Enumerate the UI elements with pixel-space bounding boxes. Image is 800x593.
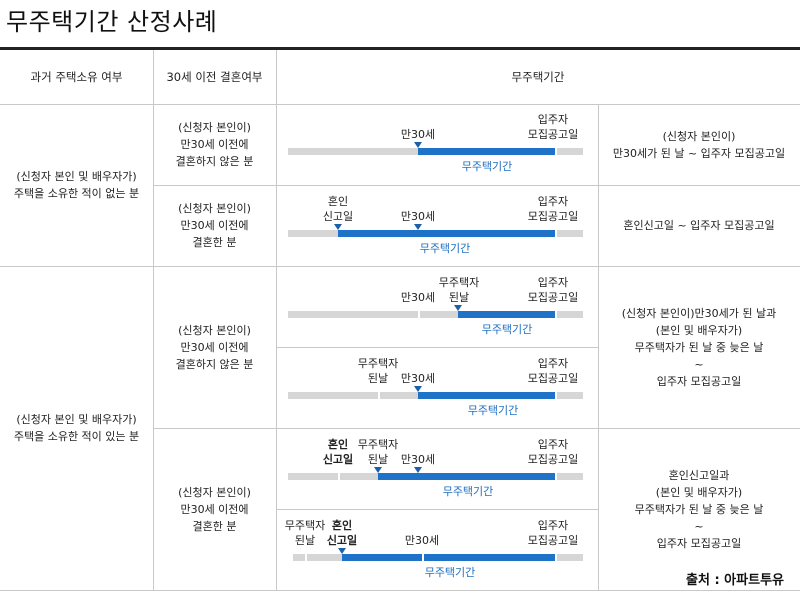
row-line-a-b [153,185,800,186]
timeline-tick [555,392,557,399]
period-bar [418,148,555,155]
source-credit: 출처 : 아파트투유 [686,573,784,588]
header-ownership: 과거 주택소유 여부 [30,69,123,84]
announce-label: 입주자 모집공고일 [527,195,579,223]
age30-marker [414,224,422,230]
period-bar [338,230,555,237]
col-line-2 [276,50,277,590]
age30-tick [422,554,424,561]
homeless-label: 무주택자 된날 [357,357,399,385]
case-c-marriage: (신청자 본인이) 만30세 이전에 결혼하지 않은 분 [175,323,254,371]
age30-label: 만30세 [400,372,436,385]
marriage-marker [334,224,342,230]
age30-label: 만30세 [400,453,436,466]
case-b-result: 혼인신고일 ~ 입주자 모집공고일 [623,219,775,232]
marriage-marker [338,548,346,554]
age30-label: 만30세 [400,291,436,304]
homeless-label: 무주택자 된날 [438,276,480,304]
age30-label: 만30세 [400,128,436,141]
announce-label: 입주자 모집공고일 [527,357,579,385]
period-label: 무주택기간 [481,323,533,336]
header-period: 무주택기간 [511,69,565,84]
header-marriage: 30세 이전 결혼여부 [166,69,263,84]
age30-label: 만30세 [400,210,436,223]
homeless-marker [454,305,462,311]
period-bar [458,311,555,318]
col-line-1 [153,50,154,590]
timeline-tick [555,554,557,561]
timeline-tick [555,473,557,480]
announce-label: 입주자 모집공고일 [527,113,579,141]
period-label: 무주택기간 [424,566,476,579]
case-c-result: (신청자 본인이)만30세가 된 날과 (본인 및 배우자가) 무주택자가 된 … [621,306,777,388]
timeline-tick [555,148,557,155]
age30-label: 만30세 [404,534,440,547]
homeless-tick [305,554,307,561]
homeless-label: 무주택자 된날 [284,519,326,547]
period-bar [418,392,555,399]
case-d-marriage: (신청자 본인이) 만30세 이전에 결혼한 분 [178,485,251,533]
row-owned-before: (신청자 본인 및 배우자가) 주택을 소유한 적이 있는 분 [13,413,140,443]
announce-label: 입주자 모집공고일 [527,438,579,466]
period-label: 무주택기간 [461,160,513,173]
row-line-group [0,266,800,267]
homeless-label: 무주택자 된날 [357,438,399,466]
case-b-marriage: (신청자 본인이) 만30세 이전에 결혼한 분 [178,202,251,249]
case-a-result: (신청자 본인이) 만30세가 된 날 ~ 입주자 모집공고일 [612,129,786,160]
age30-marker [414,386,422,392]
case-d-result: 혼인신고일과 (본인 및 배우자가) 무주택자가 된 날 중 늦은 날 ~ 입주… [634,468,764,550]
marriage-tick [338,473,340,480]
age30-tick [418,311,420,318]
marriage-label: 혼인 신고일 [322,195,354,223]
subrow-line-d [276,509,598,510]
timeline-track [288,311,583,318]
title-rule [0,47,800,50]
row-line-c-d [153,428,800,429]
period-bar [342,554,555,561]
homeless-marker [374,467,382,473]
homeless-tick [378,392,380,399]
table-bottom-line [0,590,800,591]
page-title: 무주택기간 산정사례 [6,8,218,36]
timeline-tick [555,311,557,318]
period-label: 무주택기간 [419,242,471,255]
marriage-label: 혼인 신고일 [322,438,354,466]
marriage-label: 혼인 신고일 [326,519,358,547]
header-bottom-line [0,104,800,105]
period-label: 무주택기간 [442,485,494,498]
row-never-owned: (신청자 본인 및 배우자가) 주택을 소유한 적이 없는 분 [13,170,140,200]
age30-marker [414,467,422,473]
announce-label: 입주자 모집공고일 [527,276,579,304]
case-a-marriage: (신청자 본인이) 만30세 이전에 결혼하지 않은 분 [175,121,254,168]
timeline-tick [555,230,557,237]
age30-marker [414,142,422,148]
col-line-3 [598,104,599,590]
period-bar [378,473,555,480]
subrow-line-c [276,347,598,348]
period-label: 무주택기간 [467,404,519,417]
announce-label: 입주자 모집공고일 [527,519,579,547]
